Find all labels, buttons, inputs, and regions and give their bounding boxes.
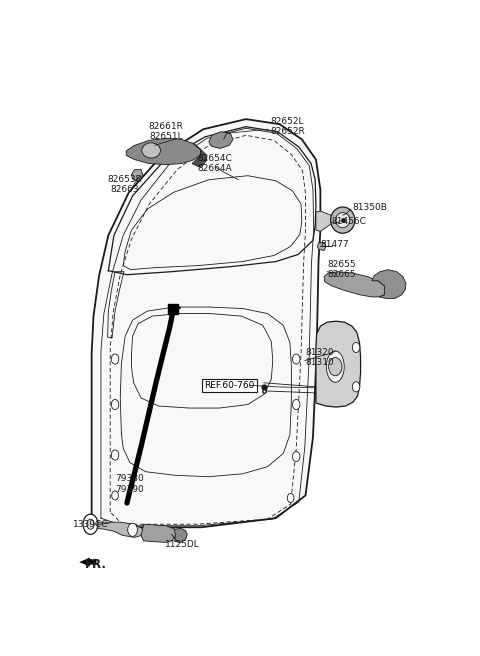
Circle shape bbox=[111, 354, 119, 364]
Circle shape bbox=[292, 451, 300, 462]
Text: 81456C: 81456C bbox=[332, 216, 366, 226]
Polygon shape bbox=[92, 119, 321, 527]
Text: 79380
79390: 79380 79390 bbox=[116, 474, 144, 493]
Polygon shape bbox=[126, 138, 201, 165]
Circle shape bbox=[352, 382, 360, 392]
Text: FR.: FR. bbox=[85, 558, 108, 571]
Ellipse shape bbox=[326, 351, 344, 382]
Polygon shape bbox=[316, 211, 335, 232]
Polygon shape bbox=[175, 528, 187, 543]
Text: 81350B: 81350B bbox=[352, 203, 387, 212]
Text: 81477: 81477 bbox=[321, 240, 349, 249]
Polygon shape bbox=[209, 132, 233, 148]
Polygon shape bbox=[141, 524, 176, 543]
Circle shape bbox=[83, 514, 98, 535]
Text: 82661R
82651L: 82661R 82651L bbox=[149, 122, 183, 142]
Circle shape bbox=[352, 342, 360, 352]
Text: 82655
82665: 82655 82665 bbox=[328, 260, 357, 279]
Ellipse shape bbox=[336, 213, 350, 228]
Text: 82652L
82652R: 82652L 82652R bbox=[270, 117, 305, 136]
Text: 82653B
82663: 82653B 82663 bbox=[108, 175, 143, 194]
Circle shape bbox=[292, 400, 300, 409]
Polygon shape bbox=[372, 270, 406, 298]
Polygon shape bbox=[132, 170, 143, 181]
Polygon shape bbox=[316, 321, 360, 407]
Circle shape bbox=[111, 450, 119, 460]
Circle shape bbox=[329, 358, 342, 376]
Circle shape bbox=[288, 493, 294, 502]
Circle shape bbox=[128, 523, 137, 537]
Circle shape bbox=[292, 354, 300, 364]
Polygon shape bbox=[192, 144, 207, 167]
Text: REF.60-760: REF.60-760 bbox=[204, 381, 254, 390]
Polygon shape bbox=[97, 522, 144, 537]
Polygon shape bbox=[324, 272, 386, 297]
Text: 82654C
82664A: 82654C 82664A bbox=[197, 154, 232, 173]
Text: 81320
81310: 81320 81310 bbox=[305, 348, 334, 367]
Circle shape bbox=[87, 519, 94, 529]
Ellipse shape bbox=[331, 207, 355, 234]
Circle shape bbox=[112, 491, 119, 500]
Text: 1125DL: 1125DL bbox=[166, 540, 200, 549]
Polygon shape bbox=[79, 558, 96, 567]
Polygon shape bbox=[317, 242, 326, 251]
Text: 1339CC: 1339CC bbox=[73, 520, 108, 529]
Circle shape bbox=[111, 400, 119, 409]
Ellipse shape bbox=[142, 143, 160, 158]
